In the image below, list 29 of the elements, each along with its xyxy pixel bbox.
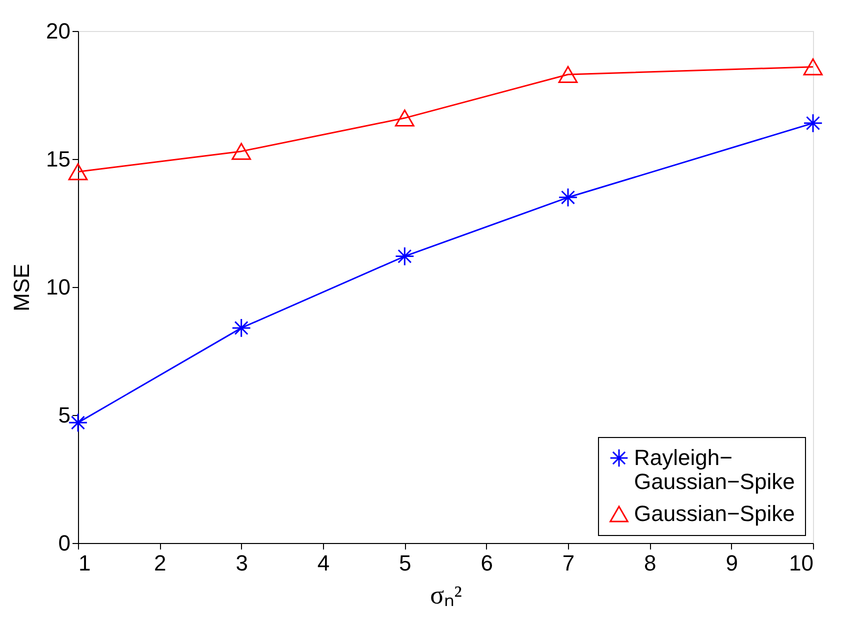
y-tick-label: 15 xyxy=(46,146,70,172)
point xyxy=(394,246,414,266)
x-tick-label: 6 xyxy=(480,550,493,576)
x-tick-label: 1 xyxy=(78,550,91,576)
x-tick-label: 4 xyxy=(317,550,330,576)
point xyxy=(558,188,578,208)
legend-label: Gaussian−Spike xyxy=(634,501,795,526)
x-tick-label: 3 xyxy=(236,550,248,576)
point xyxy=(558,66,578,84)
x-tick-label: 8 xyxy=(644,550,656,576)
point xyxy=(232,142,252,160)
point xyxy=(803,113,823,133)
y-tick-label: 0 xyxy=(58,530,70,556)
point xyxy=(68,412,88,432)
y-tick-label: 5 xyxy=(58,402,70,428)
point xyxy=(803,58,823,76)
x-tick-label: 9 xyxy=(726,550,738,576)
point xyxy=(394,110,414,127)
x-tick-label: 5 xyxy=(399,550,412,576)
point xyxy=(68,163,88,180)
legend-label: Rayleigh− Gaussian−Spike xyxy=(634,445,795,494)
x-tick-label: 7 xyxy=(562,550,575,576)
x-tick-label: 2 xyxy=(154,550,166,576)
x-axis-title: σₙ² xyxy=(430,580,462,610)
y-tick-label: 20 xyxy=(46,18,70,44)
x-tick-label: 10 xyxy=(789,550,814,576)
y-tick-label: 10 xyxy=(46,274,70,300)
point xyxy=(232,318,252,338)
y-axis-title: MSE xyxy=(9,264,34,312)
